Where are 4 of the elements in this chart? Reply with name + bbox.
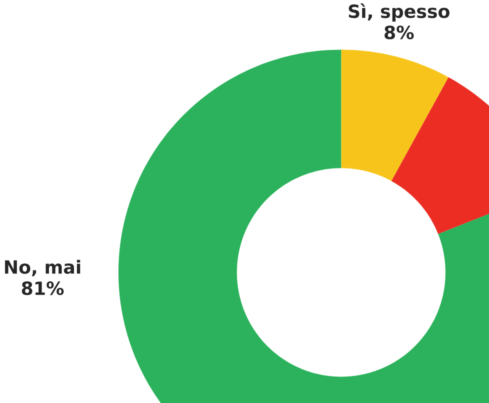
data-label: 8% [384, 26, 414, 40]
data-label: 81% [22, 281, 64, 296]
slice-label: No, mai [5, 260, 80, 276]
slice-label: Sì, spesso [348, 3, 450, 22]
